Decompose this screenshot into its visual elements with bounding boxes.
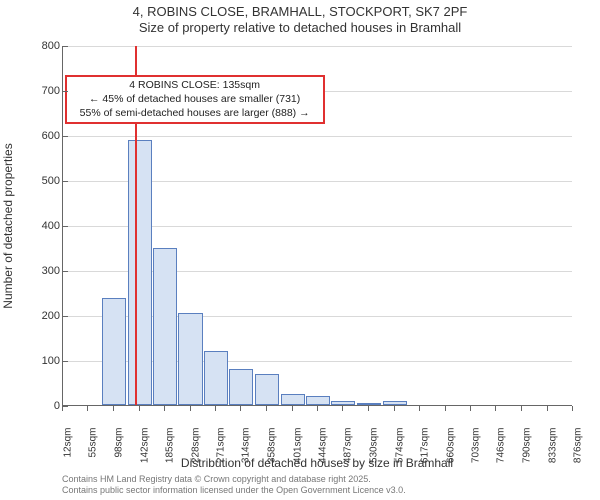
x-tick-mark: [113, 406, 114, 411]
chart-title-line1: 4, ROBINS CLOSE, BRAMHALL, STOCKPORT, SK…: [0, 4, 600, 20]
footnote-line1: Contains HM Land Registry data © Crown c…: [62, 474, 406, 485]
x-tick-mark: [572, 406, 573, 411]
histogram-bar: [204, 351, 228, 405]
histogram-bar: [178, 313, 202, 405]
x-tick-mark: [419, 406, 420, 411]
histogram-bar: [331, 401, 355, 406]
x-tick-mark: [292, 406, 293, 411]
annotation-line1: 4 ROBINS CLOSE: 135sqm: [73, 79, 317, 93]
y-tick-label: 500: [26, 175, 60, 187]
x-tick-label: 876sqm: [573, 428, 584, 472]
x-tick-mark: [266, 406, 267, 411]
x-axis-label: Distribution of detached houses by size …: [62, 456, 572, 470]
chart-title-line2: Size of property relative to detached ho…: [0, 20, 600, 36]
histogram-bar: [383, 401, 407, 406]
x-tick-mark: [521, 406, 522, 411]
chart-title-block: 4, ROBINS CLOSE, BRAMHALL, STOCKPORT, SK…: [0, 4, 600, 37]
histogram-bar: [153, 248, 177, 406]
x-tick-mark: [317, 406, 318, 411]
histogram-bar: [102, 298, 126, 405]
x-tick-mark: [190, 406, 191, 411]
y-tick-label: 300: [26, 265, 60, 277]
grid-line: [63, 46, 572, 47]
y-tick-label: 600: [26, 130, 60, 142]
x-tick-mark: [394, 406, 395, 411]
histogram-bar: [255, 374, 279, 406]
footnote-line2: Contains public sector information licen…: [62, 485, 406, 496]
x-tick-mark: [368, 406, 369, 411]
x-tick-mark: [470, 406, 471, 411]
annotation-box: 4 ROBINS CLOSE: 135sqm← 45% of detached …: [65, 75, 325, 124]
histogram-bar: [128, 140, 152, 406]
grid-line: [63, 136, 572, 137]
histogram-bar: [281, 394, 305, 405]
x-tick-mark: [342, 406, 343, 411]
y-tick-label: 100: [26, 355, 60, 367]
x-tick-mark: [164, 406, 165, 411]
y-tick-label: 800: [26, 40, 60, 52]
x-tick-mark: [215, 406, 216, 411]
x-tick-mark: [240, 406, 241, 411]
y-tick-label: 200: [26, 310, 60, 322]
y-tick-label: 700: [26, 85, 60, 97]
y-axis-label: Number of detached properties: [1, 143, 15, 308]
y-tick-label: 0: [26, 400, 60, 412]
x-tick-mark: [445, 406, 446, 411]
chart-container: 4, ROBINS CLOSE, BRAMHALL, STOCKPORT, SK…: [0, 0, 600, 500]
footnotes: Contains HM Land Registry data © Crown c…: [62, 474, 406, 497]
histogram-bar: [357, 403, 381, 405]
histogram-bar: [306, 396, 330, 405]
x-tick-mark: [139, 406, 140, 411]
annotation-line2: ← 45% of detached houses are smaller (73…: [73, 93, 317, 107]
y-tick-label: 400: [26, 220, 60, 232]
plot-area: 4 ROBINS CLOSE: 135sqm← 45% of detached …: [62, 46, 572, 406]
annotation-line3: 55% of semi-detached houses are larger (…: [73, 107, 317, 121]
x-tick-mark: [547, 406, 548, 411]
x-tick-mark: [62, 406, 63, 411]
x-tick-mark: [495, 406, 496, 411]
histogram-bar: [229, 369, 253, 405]
x-tick-mark: [87, 406, 88, 411]
